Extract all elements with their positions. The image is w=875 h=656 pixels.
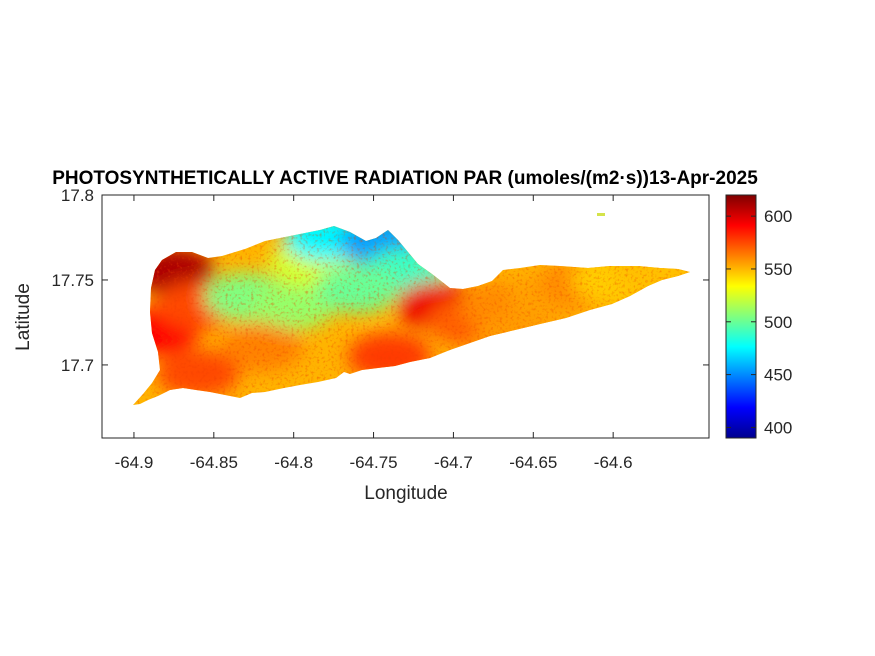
y-tick-label: 17.7 [61, 356, 94, 375]
x-tick-label: -64.75 [349, 453, 397, 472]
speckle-overlay [133, 226, 690, 405]
y-axis-label: Latitude [13, 283, 34, 351]
colorbar-tick-label: 450 [764, 366, 792, 385]
island-fill [133, 226, 690, 405]
x-tick-label: -64.6 [594, 453, 633, 472]
y-tick-label: 17.75 [51, 271, 94, 290]
colorbar-ticks: 400 450 500 550 600 [726, 207, 792, 437]
y-tick-label: 17.8 [61, 186, 94, 205]
y-ticks: 17.7 17.75 17.8 [51, 186, 709, 375]
islet-marker [597, 213, 605, 216]
axes-box [101, 194, 710, 439]
chart-title: PHOTOSYNTHETICALLY ACTIVE RADIATION PAR … [52, 168, 758, 189]
x-ticks: -64.9 -64.85 -64.8 -64.75 -64.7 -64.65 -64.6 [115, 195, 633, 472]
colorbar-tick-label: 600 [764, 207, 792, 226]
x-tick-label: -64.8 [274, 453, 313, 472]
colorbar-tick-label: 400 [764, 418, 792, 437]
x-tick-label: -64.9 [115, 453, 154, 472]
heatmap-area [133, 213, 690, 405]
x-axis-label: Longitude [364, 483, 447, 504]
x-tick-label: -64.85 [190, 453, 238, 472]
colorbar: 400 450 500 550 600 [725, 194, 792, 439]
colorbar-gradient [725, 194, 757, 439]
colorbar-tick-label: 500 [764, 313, 792, 332]
colorbar-tick-label: 550 [764, 260, 792, 279]
x-tick-label: -64.7 [434, 453, 473, 472]
x-tick-label: -64.65 [509, 453, 557, 472]
